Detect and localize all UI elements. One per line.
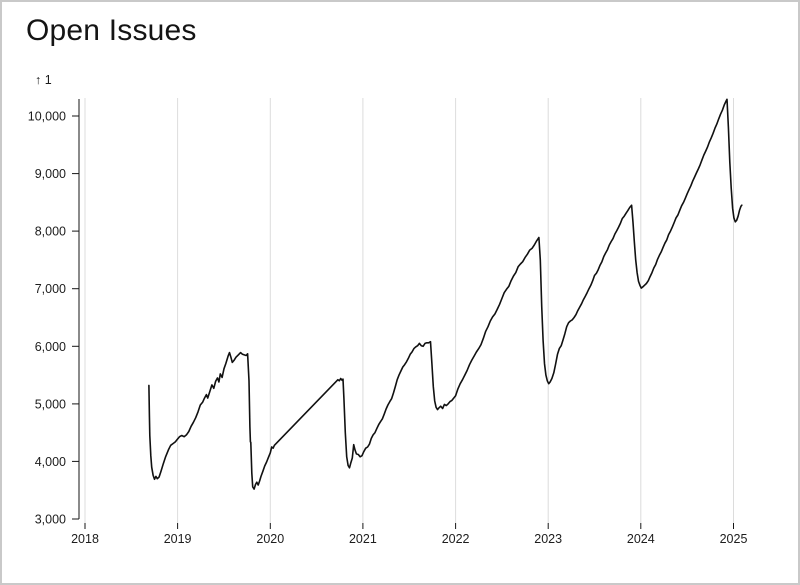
page-title: Open Issues	[26, 14, 197, 47]
x-tick-label: 2024	[627, 532, 655, 546]
y-tick-label: 9,000	[35, 167, 66, 181]
x-tick-label: 2020	[256, 532, 284, 546]
open-issues-series-line	[148, 98, 743, 490]
x-tick-label: 2022	[442, 532, 470, 546]
y-tick-label: 4,000	[35, 455, 66, 469]
x-tick-label: 2025	[720, 532, 748, 546]
y-tick-label: 10,000	[28, 110, 66, 124]
y-tick-label: 5,000	[35, 397, 66, 411]
x-tick-label: 2019	[164, 532, 192, 546]
y-tick-label: 7,000	[35, 282, 66, 296]
y-tick-label: 6,000	[35, 340, 66, 354]
y-tick-label: 3,000	[35, 513, 66, 527]
x-tick-label: 2018	[71, 532, 99, 546]
x-tick-label: 2021	[349, 532, 377, 546]
y-axis-label: ↑ 1	[35, 73, 52, 87]
y-tick-label: 8,000	[35, 225, 66, 239]
x-tick-label: 2023	[534, 532, 562, 546]
